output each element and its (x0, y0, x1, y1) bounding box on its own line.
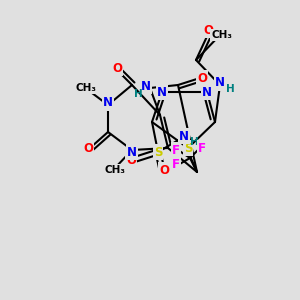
Text: F: F (198, 142, 206, 154)
Text: O: O (112, 61, 122, 74)
Text: N: N (179, 130, 189, 142)
Text: F: F (172, 158, 180, 172)
Text: O: O (197, 71, 207, 85)
Text: N: N (141, 80, 151, 92)
Text: N: N (127, 146, 137, 158)
Text: H: H (226, 84, 234, 94)
Text: S: S (184, 142, 192, 154)
Text: CH₃: CH₃ (212, 30, 233, 40)
Text: CH₃: CH₃ (76, 83, 97, 93)
Text: H: H (134, 89, 142, 99)
Text: N: N (215, 76, 225, 89)
Text: N: N (103, 97, 113, 110)
Text: O: O (203, 23, 213, 37)
Text: O: O (83, 142, 93, 154)
Text: N: N (157, 85, 167, 98)
Text: O: O (126, 154, 136, 166)
Text: CH₃: CH₃ (104, 165, 125, 175)
Text: S: S (154, 146, 162, 158)
Text: N: N (202, 85, 212, 98)
Text: O: O (159, 164, 169, 176)
Text: H: H (190, 137, 198, 147)
Text: F: F (172, 143, 180, 157)
